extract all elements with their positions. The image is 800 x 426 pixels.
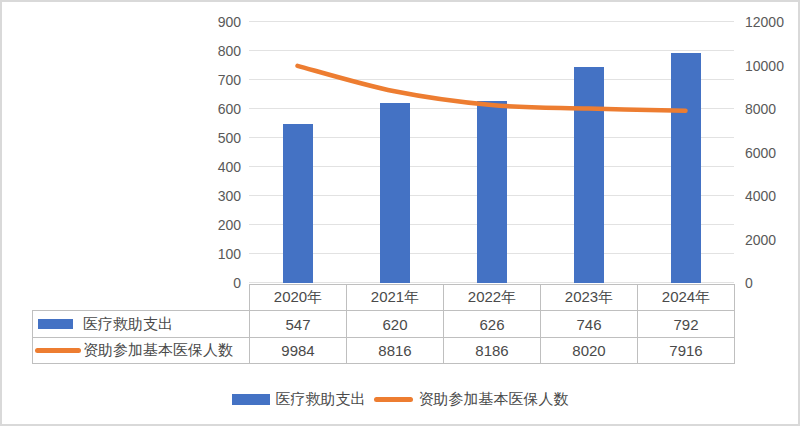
table-row: 医疗救助支出 547620626746792 (33, 311, 735, 338)
series-name: 资助参加基本医保人数 (83, 341, 233, 360)
table-column-header: 2023年 (541, 285, 638, 311)
legend-item-line-series: 资助参加基本医保人数 (374, 390, 569, 409)
right-axis-tick-label: 0 (745, 273, 800, 293)
table-corner-cell (33, 285, 250, 311)
table-row: 资助参加基本医保人数 99848816818680207916 (33, 338, 735, 364)
table-cell: 7916 (638, 338, 735, 364)
right-axis-tick-label: 12000 (745, 12, 800, 32)
bar-series-swatch-icon (232, 394, 270, 405)
series-marker-box (33, 319, 83, 329)
table-header-row: 2020年2021年2022年2023年2024年 (33, 285, 735, 311)
line-series-swatch-icon (374, 397, 413, 402)
bar-series-swatch-icon (38, 319, 73, 329)
table-column-header: 2022年 (444, 285, 541, 311)
table-cell: 9984 (250, 338, 347, 364)
legend-label: 资助参加基本医保人数 (419, 390, 569, 409)
table-cell: 746 (541, 311, 638, 338)
legend-label: 医疗救助支出 (276, 390, 366, 409)
table-column-header: 2021年 (347, 285, 444, 311)
table-cell: 8186 (444, 338, 541, 364)
table-cell: 620 (347, 311, 444, 338)
table-cell: 8020 (541, 338, 638, 364)
table-cell: 626 (444, 311, 541, 338)
right-axis-tick-label: 8000 (745, 99, 800, 119)
right-axis-tick-label: 2000 (745, 230, 800, 250)
table-row-label: 资助参加基本医保人数 (33, 338, 250, 364)
series-name: 医疗救助支出 (83, 315, 173, 334)
table-cell: 792 (638, 311, 735, 338)
right-axis-tick-label: 6000 (745, 143, 800, 163)
data-table: 2020年2021年2022年2023年2024年医疗救助支出 547620626… (32, 284, 735, 364)
line-series-swatch-icon (35, 348, 81, 353)
table-cell: 8816 (347, 338, 444, 364)
right-axis-tick-label: 10000 (745, 56, 800, 76)
chart-frame: 0100200300400500600700800900 02000400060… (0, 0, 800, 426)
legend-item-bar-series: 医疗救助支出 (232, 390, 366, 409)
table-row-label-inner: 医疗救助支出 (33, 315, 249, 334)
table-column-header: 2024年 (638, 285, 735, 311)
series-marker-box (33, 348, 83, 353)
right-axis-tick-label: 4000 (745, 186, 800, 206)
table-cell: 547 (250, 311, 347, 338)
table-column-header: 2020年 (250, 285, 347, 311)
chart-legend: 医疗救助支出 资助参加基本医保人数 (0, 389, 800, 409)
table-row-label-inner: 资助参加基本医保人数 (33, 341, 249, 360)
table-row-label: 医疗救助支出 (33, 311, 250, 338)
